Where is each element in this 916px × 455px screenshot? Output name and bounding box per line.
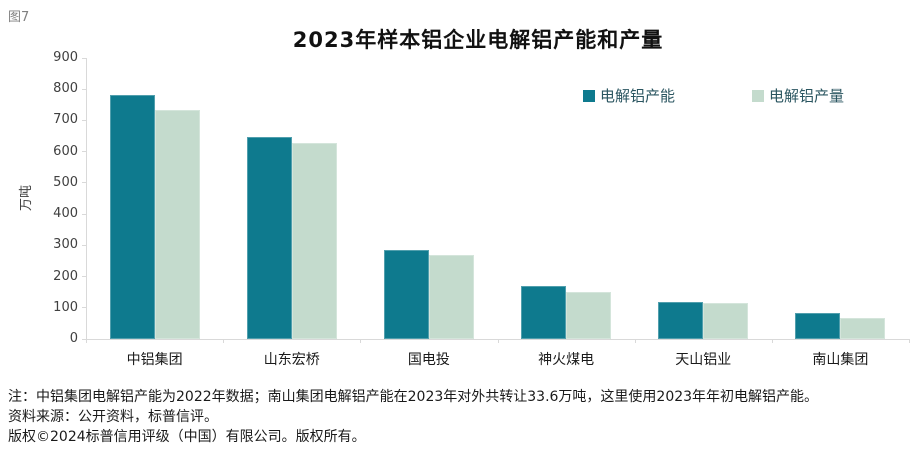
chart-title: 2023年样本铝企业电解铝产能和产量	[292, 28, 664, 52]
y-axis-tick	[82, 88, 87, 90]
x-axis-tick	[497, 339, 499, 343]
y-axis-tick-label: 900	[53, 50, 78, 65]
y-axis-tick-label: 600	[53, 143, 78, 159]
y-axis-tick-label: 0	[69, 331, 78, 346]
y-axis-tick	[82, 307, 87, 309]
x-axis-tick	[634, 339, 636, 343]
y-axis-tick	[82, 213, 87, 215]
y-axis-tick	[82, 338, 87, 340]
x-axis-tick	[223, 339, 225, 343]
y-axis-tick-label: 100	[53, 299, 78, 315]
y-axis-tick	[82, 182, 87, 184]
y-axis-tick	[82, 151, 87, 153]
x-axis-tick	[771, 339, 773, 343]
note-line: 资料来源：公开资料，标普信评。	[8, 409, 218, 425]
y-axis-tick-label: 800	[53, 81, 78, 97]
bar-production-0	[154, 109, 200, 339]
bar-production-3	[566, 291, 612, 339]
y-axis-tick	[82, 276, 87, 278]
x-axis-tick	[360, 339, 362, 343]
y-axis-line	[86, 58, 87, 339]
x-axis-label: 神火煤电	[538, 352, 595, 368]
legend-swatch-capacity-icon	[583, 89, 595, 102]
x-axis-label: 国电投	[407, 352, 450, 368]
bar-capacity-3	[521, 285, 567, 339]
x-axis-label: 中铝集团	[126, 352, 183, 368]
y-axis-tick	[82, 244, 87, 246]
y-axis-tick-label: 300	[53, 237, 78, 253]
y-axis-tick	[82, 57, 87, 59]
x-axis-label: 山东宏桥	[263, 352, 320, 368]
y-axis-tick-label: 700	[53, 112, 78, 128]
legend-item-capacity: 电解铝产能	[583, 85, 675, 106]
legend-item-production: 电解铝产量	[752, 85, 844, 106]
legend-swatch-production-icon	[752, 89, 764, 102]
legend-label-production: 电解铝产量	[769, 87, 845, 105]
bar-production-2	[428, 254, 474, 339]
bar-capacity-1	[246, 137, 292, 339]
figure-label: 图7	[8, 10, 30, 25]
bar-production-5	[840, 317, 886, 339]
bar-production-4	[703, 302, 749, 339]
bar-capacity-5	[795, 313, 841, 339]
y-axis-tick	[82, 119, 87, 121]
y-axis-tick-label: 500	[53, 174, 78, 190]
note-line: 版权©2024标普信用评级（中国）有限公司。版权所有。	[8, 429, 366, 445]
bar-production-1	[291, 142, 337, 339]
bar-capacity-2	[383, 250, 429, 339]
bar-capacity-0	[109, 95, 155, 339]
bar-capacity-4	[658, 301, 704, 339]
x-axis-tick	[909, 339, 910, 343]
x-axis-tick	[86, 339, 87, 343]
note-line: 注：中铝集团电解铝产能为2022年数据；南山集团电解铝产能在2023年对外共转让…	[8, 389, 819, 405]
y-axis-tick-label: 400	[53, 206, 78, 222]
x-axis-label: 天山铝业	[675, 352, 732, 368]
y-axis-tick-label: 200	[53, 268, 78, 284]
footnotes: 注：中铝集团电解铝产能为2022年数据；南山集团电解铝产能在2023年对外共转让…	[8, 387, 818, 447]
x-axis-label: 南山集团	[812, 352, 869, 368]
legend-label-capacity: 电解铝产能	[600, 87, 676, 105]
